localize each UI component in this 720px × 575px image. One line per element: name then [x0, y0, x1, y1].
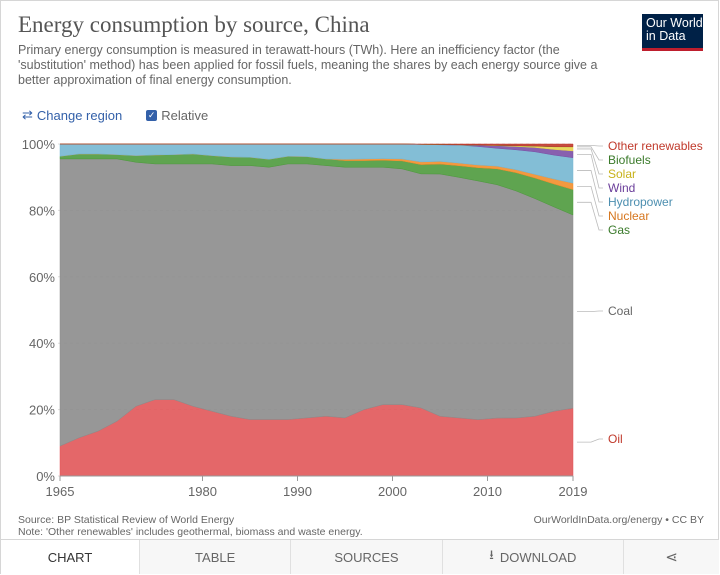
- checkbox-checked-icon: ✓: [146, 109, 158, 121]
- tab-download-label: DOWNLOAD: [499, 549, 577, 565]
- note-text: Note: 'Other renewables' includes geothe…: [18, 526, 363, 538]
- legend-leader-line: [577, 201, 603, 231]
- x-tick-label: 2000: [378, 484, 407, 499]
- legend-label-wind[interactable]: Wind: [608, 181, 635, 195]
- y-tick-label: 60%: [29, 270, 55, 285]
- legend-leader-line: [577, 144, 603, 147]
- tab-table[interactable]: TABLE: [139, 540, 290, 574]
- legend-label-coal[interactable]: Coal: [608, 304, 633, 318]
- source-text: Source: BP Statistical Review of World E…: [18, 514, 235, 526]
- bottom-tabs: CHART TABLE SOURCES ⭳ DOWNLOAD ⋖: [1, 539, 719, 574]
- y-tick-label: 20%: [29, 403, 55, 418]
- tab-chart[interactable]: CHART: [1, 540, 139, 574]
- legend-label-solar[interactable]: Solar: [608, 167, 636, 181]
- share-icon: ⋖: [665, 549, 678, 566]
- tab-download[interactable]: ⭳ DOWNLOAD: [441, 540, 623, 574]
- legend-leader-line: [577, 146, 603, 161]
- legend-label-oil[interactable]: Oil: [608, 432, 623, 446]
- legend-leader-line: [577, 170, 603, 203]
- logo-line-1: Our World: [646, 16, 703, 30]
- change-region-button[interactable]: ⇄ Change region: [22, 107, 122, 123]
- legend-label-biofuels[interactable]: Biofuels: [608, 153, 651, 167]
- tab-share[interactable]: ⋖: [623, 540, 719, 574]
- chart-subtitle: Primary energy consumption is measured i…: [18, 43, 598, 87]
- legend-label-gas[interactable]: Gas: [608, 223, 630, 237]
- area-coal[interactable]: [59, 158, 574, 447]
- chart-footer: Source: BP Statistical Review of World E…: [18, 514, 704, 538]
- energy-area-chart: 0% 20% 40% 60% 80% 100% 1965 1980 1990 2000 2010 20…: [22, 137, 703, 499]
- logo-line-2: in Data: [646, 29, 686, 43]
- y-tick-label: 100%: [22, 137, 56, 152]
- legend-label-hydropower[interactable]: Hydropower: [608, 195, 673, 209]
- y-tick-label: 40%: [29, 336, 55, 351]
- legend-label-nuclear[interactable]: Nuclear: [608, 209, 649, 223]
- y-tick-label: 0%: [36, 469, 55, 484]
- x-tick-label: 1965: [46, 484, 75, 499]
- change-region-label: Change region: [36, 107, 123, 123]
- x-tick-label: 2019: [559, 484, 588, 499]
- area-other-renewables[interactable]: [60, 143, 574, 147]
- relative-toggle[interactable]: ✓ Relative: [146, 108, 208, 123]
- chart-title: Energy consumption by source, China: [18, 12, 370, 37]
- tab-sources[interactable]: SOURCES: [290, 540, 441, 574]
- y-tick-label: 80%: [29, 203, 55, 218]
- relative-label: Relative: [161, 107, 209, 123]
- legend-leader-line: [577, 185, 603, 217]
- x-tick-label: 1990: [283, 484, 312, 499]
- credit-link[interactable]: OurWorldInData.org/energy • CC BY: [533, 514, 704, 526]
- legend-label-other-renewables[interactable]: Other renewables: [608, 139, 703, 153]
- swap-arrows-icon: ⇄: [22, 107, 33, 122]
- legend-leader-line: [577, 148, 603, 175]
- download-icon: ⭳: [489, 547, 494, 562]
- legend-leader-line: [577, 438, 603, 443]
- legend-leader-line: [577, 310, 603, 313]
- owid-logo[interactable]: Our World in Data: [642, 14, 703, 51]
- chart-controls: ⇄ Change region ✓ Relative: [22, 107, 208, 123]
- x-tick-label: 2010: [473, 484, 502, 499]
- x-tick-label: 1980: [188, 484, 217, 499]
- legend-leader-line: [577, 153, 603, 189]
